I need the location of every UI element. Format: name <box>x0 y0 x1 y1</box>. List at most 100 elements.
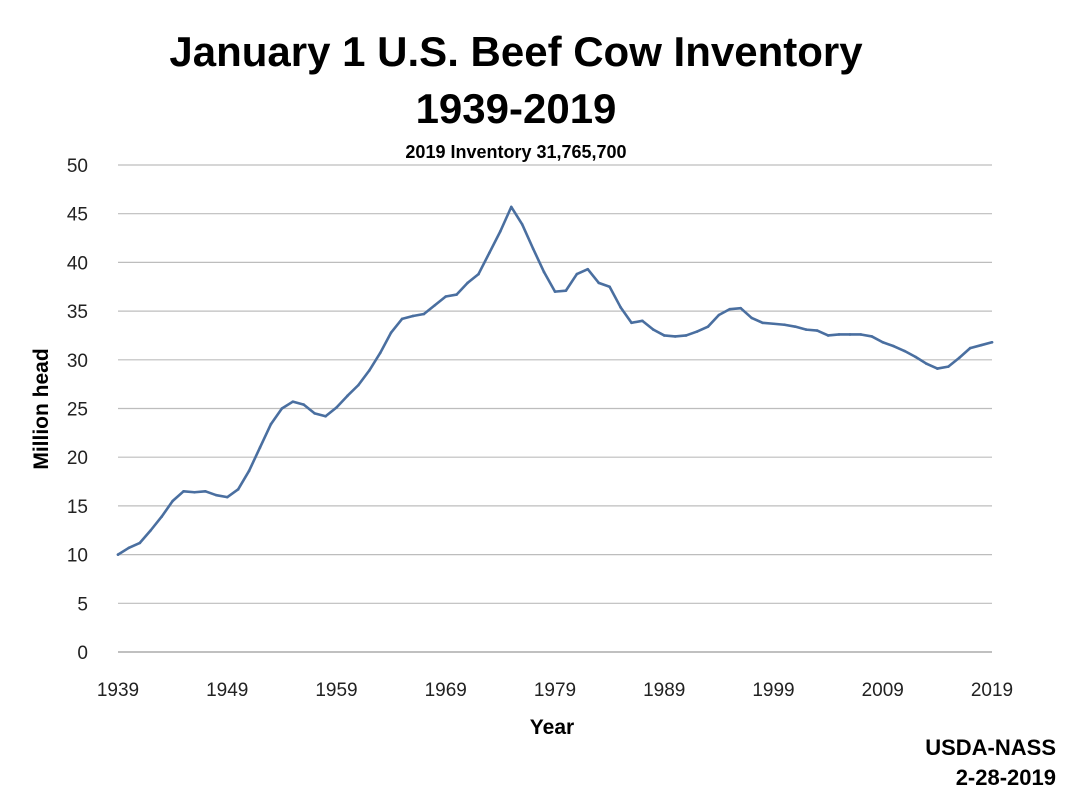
data-point-1984 <box>608 285 611 289</box>
data-point-1956 <box>302 403 306 406</box>
data-point-1947 <box>204 489 207 493</box>
y-tick-label: 10 <box>67 546 88 567</box>
data-point-1969 <box>444 295 448 298</box>
data-point-1966 <box>411 314 415 318</box>
x-tick-label: 1989 <box>643 680 685 701</box>
y-tick-label: 15 <box>67 497 88 518</box>
data-point-2014 <box>936 367 939 370</box>
y-tick-label: 25 <box>67 400 88 421</box>
data-point-1963 <box>378 351 382 355</box>
source-label: USDA-NASS <box>925 735 1056 760</box>
data-point-1987 <box>641 319 644 323</box>
data-point-1968 <box>433 303 437 307</box>
data-point-1951 <box>247 469 251 473</box>
data-point-2019 <box>990 340 994 344</box>
data-point-1986 <box>630 321 633 325</box>
data-point-2003 <box>815 329 819 332</box>
data-point-1944 <box>171 499 174 503</box>
data-point-2002 <box>804 328 808 331</box>
source-date: 2-28-2019 <box>955 765 1056 790</box>
data-point-2018 <box>979 343 983 347</box>
data-point-1955 <box>291 400 295 403</box>
data-point-2010 <box>892 344 895 348</box>
data-point-2011 <box>903 349 906 353</box>
data-point-1991 <box>684 334 688 337</box>
data-point-1939 <box>116 553 120 556</box>
data-point-2012 <box>914 355 917 359</box>
data-point-1985 <box>619 305 622 309</box>
series-group <box>116 205 994 556</box>
data-point-1983 <box>597 281 600 285</box>
data-point-1992 <box>695 330 699 333</box>
data-point-1989 <box>662 334 666 337</box>
chart-title: January 1 U.S. Beef Cow Inventory <box>169 28 863 75</box>
x-tick-label: 1979 <box>534 680 576 701</box>
data-point-1949 <box>225 495 229 499</box>
y-tick-label: 30 <box>67 351 88 372</box>
data-point-1964 <box>389 331 393 334</box>
data-point-1941 <box>138 541 142 545</box>
series-line-0 <box>116 205 994 556</box>
data-point-1967 <box>422 312 426 316</box>
data-point-1998 <box>761 321 764 325</box>
data-point-2013 <box>925 362 928 365</box>
data-point-1953 <box>269 422 273 426</box>
data-point-1960 <box>346 394 349 398</box>
data-point-1948 <box>215 493 218 497</box>
x-axis-ticks: 1939 1949 1959 1969 1979 1989 1999 2009 2019 <box>97 680 1013 701</box>
y-axis-label: Million head <box>30 348 53 469</box>
data-point-2001 <box>794 325 797 328</box>
data-point-1990 <box>673 335 677 338</box>
x-axis-label: Year <box>530 716 574 739</box>
data-point-1995 <box>728 307 732 311</box>
x-tick-label: 1939 <box>97 680 139 701</box>
data-point-1994 <box>717 313 721 317</box>
data-point-1952 <box>258 446 262 449</box>
y-tick-label: 20 <box>67 448 88 469</box>
chart-subtitle: 2019 Inventory 31,765,700 <box>405 142 626 162</box>
data-point-1946 <box>193 490 196 494</box>
data-point-1978 <box>542 270 546 274</box>
data-point-1954 <box>280 407 284 410</box>
x-tick-label: 1969 <box>425 680 467 701</box>
data-point-1979 <box>553 290 557 293</box>
data-point-1993 <box>706 325 710 328</box>
data-point-1976 <box>520 223 524 226</box>
data-point-2016 <box>957 356 961 360</box>
data-point-1957 <box>313 412 316 415</box>
data-point-1959 <box>335 406 338 409</box>
x-tick-label: 1959 <box>315 680 357 701</box>
data-point-2007 <box>859 333 863 336</box>
gridlines <box>118 164 992 653</box>
data-point-2005 <box>837 333 841 336</box>
y-tick-label: 45 <box>67 205 88 226</box>
data-point-2008 <box>870 335 874 338</box>
data-point-1971 <box>466 281 469 285</box>
y-tick-label: 50 <box>67 156 88 177</box>
data-point-1942 <box>149 528 153 532</box>
data-point-1981 <box>575 272 579 276</box>
data-point-2004 <box>826 334 830 337</box>
data-point-2009 <box>881 340 885 344</box>
data-point-1974 <box>499 229 502 233</box>
x-tick-label: 2009 <box>862 680 904 701</box>
data-point-2017 <box>968 346 972 350</box>
data-point-1950 <box>236 488 240 491</box>
data-point-1961 <box>357 383 360 387</box>
data-point-1962 <box>367 369 371 372</box>
data-point-1988 <box>652 328 655 331</box>
y-tick-label: 35 <box>67 302 88 323</box>
data-point-1958 <box>324 414 327 418</box>
data-point-1973 <box>488 251 491 254</box>
data-point-1970 <box>455 293 458 296</box>
data-point-1943 <box>160 515 163 518</box>
y-tick-label: 40 <box>67 253 88 274</box>
x-tick-label: 1949 <box>206 680 248 701</box>
data-point-1972 <box>477 272 480 276</box>
data-point-1977 <box>531 247 535 251</box>
data-point-2006 <box>848 333 852 336</box>
data-point-1945 <box>182 489 185 493</box>
data-point-2015 <box>947 365 950 368</box>
chart-title-years: 1939-2019 <box>416 85 617 132</box>
y-axis-ticks: 0 5 10 15 20 25 30 35 40 45 50 <box>67 156 88 664</box>
